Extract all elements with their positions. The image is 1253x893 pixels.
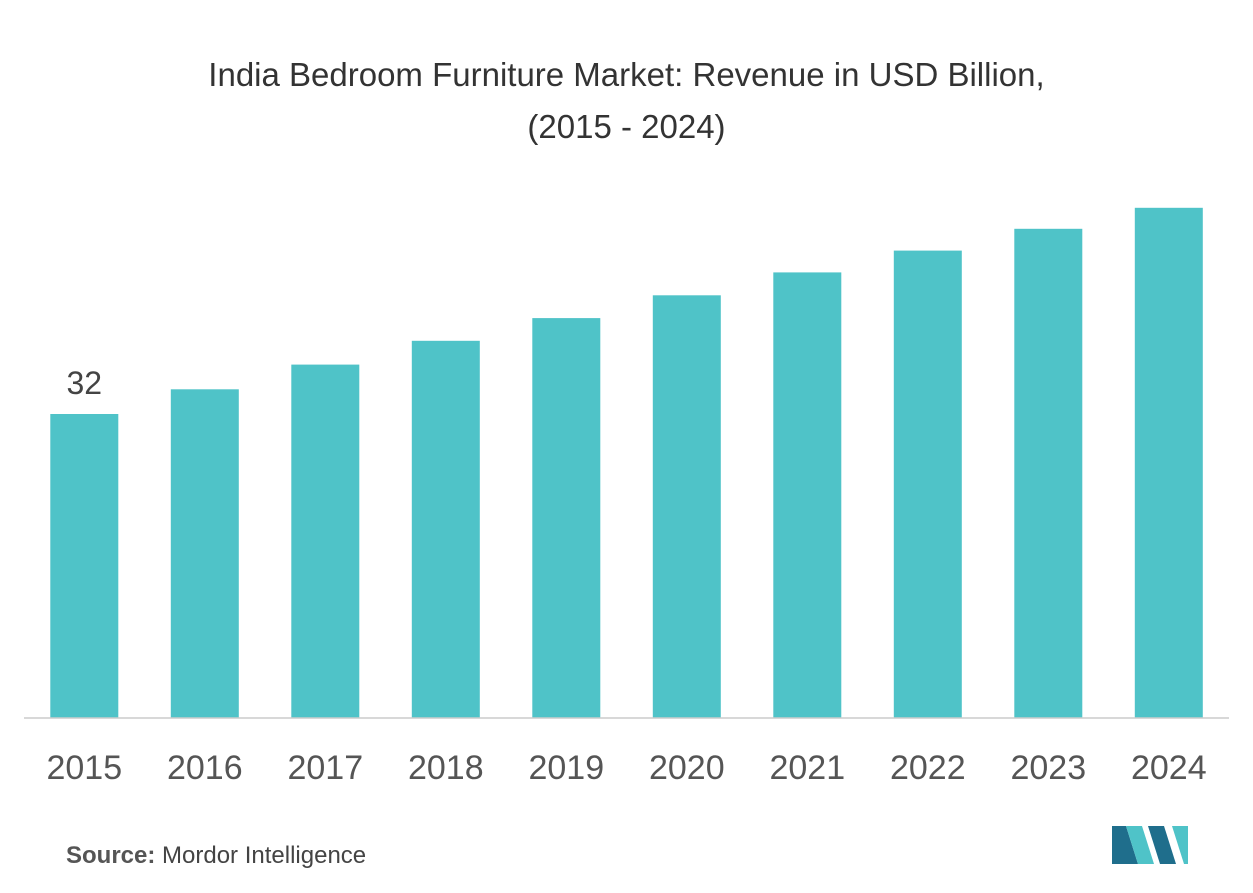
bar-2020 bbox=[652, 295, 721, 719]
x-tick-label-2016: 2016 bbox=[167, 749, 243, 787]
bar-2024 bbox=[1134, 207, 1203, 719]
bar-2018 bbox=[411, 340, 480, 718]
data-label-2015: 32 bbox=[67, 365, 103, 401]
x-tick-label-2021: 2021 bbox=[769, 749, 845, 787]
bar-2021 bbox=[773, 272, 842, 718]
bar-2019 bbox=[532, 318, 601, 718]
data-labels: 32 bbox=[67, 365, 103, 401]
x-tick-label-2023: 2023 bbox=[1010, 749, 1086, 787]
bar-2022 bbox=[893, 250, 962, 718]
mordor-intelligence-logo-icon bbox=[1112, 826, 1188, 864]
x-tick-labels: 2015 2016 2017 2018 2019 2020 2021 2022 2023 2024 bbox=[46, 749, 1206, 787]
x-tick-label-2017: 2017 bbox=[287, 749, 363, 787]
bars-group bbox=[50, 207, 1203, 719]
source-note: Source: Mordor Intelligence bbox=[66, 842, 366, 870]
x-tick-label-2018: 2018 bbox=[408, 749, 484, 787]
source-value: Mordor Intelligence bbox=[162, 842, 367, 869]
x-tick-label-2022: 2022 bbox=[890, 749, 966, 787]
x-tick-label-2019: 2019 bbox=[528, 749, 604, 787]
bar-2023 bbox=[1014, 228, 1083, 719]
source-label: Source: bbox=[66, 842, 156, 869]
bar-2017 bbox=[291, 364, 360, 718]
chart-title-line-2: (2015 - 2024) bbox=[527, 108, 726, 145]
x-tick-label-2015: 2015 bbox=[46, 749, 122, 787]
x-tick-label-2020: 2020 bbox=[649, 749, 725, 787]
bar-2015 bbox=[50, 414, 119, 718]
x-tick-label-2024: 2024 bbox=[1131, 749, 1207, 787]
chart-title-line-1: India Bedroom Furniture Market: Revenue … bbox=[208, 56, 1045, 93]
bar-2016 bbox=[170, 389, 239, 718]
